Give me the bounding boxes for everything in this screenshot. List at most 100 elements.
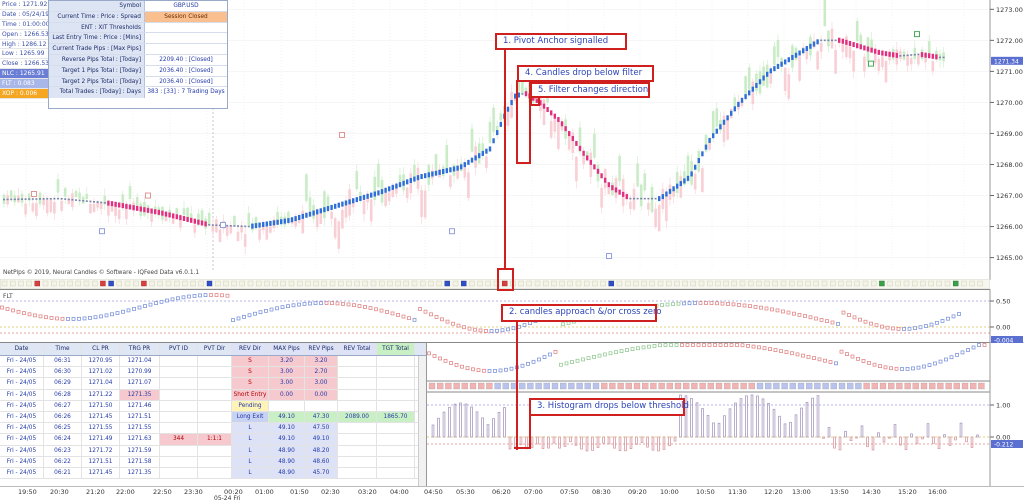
table-row[interactable]: Fri - 24/05 06:30 1271.02 1270.99 S 3.00 2.70 [0,367,426,379]
histogram-bars [431,394,979,452]
time-tick-label: 13:00 [792,488,811,496]
ohlc-readout-row: Date : 05/24/19 [0,9,50,20]
trade-table-header-cell[interactable]: PVT ID [160,343,198,355]
table-cell: 1271.35 [120,389,160,400]
trade-table-header-cell[interactable]: CL PR [82,343,120,355]
price-tick-label: 1273.00 [996,6,1023,14]
session-info-key: Reverse Pips Total : [Today] [49,54,145,65]
table-cell: Pending [232,400,269,411]
table-cell: Fri - 24/05 [0,389,44,400]
trade-log-table[interactable]: Date Time CL PR TRG PR PVT ID PVT Dir REV Dir M… [0,343,427,486]
session-info-key: Target 2 Pips Total : [Today] [49,76,145,87]
table-cell: 1271.72 [82,445,120,456]
trade-table-header: Date Time CL PR TRG PR PVT ID PVT Dir REV Dir M… [0,343,426,356]
trade-table-header-cell[interactable]: PVT Dir [198,343,232,355]
table-cell [338,423,377,434]
table-cell [198,456,232,467]
trade-table-header-cell[interactable]: MAX Pips [269,343,305,355]
pivot-marker [449,228,455,235]
ohlc-readout-row: Open : 1266.53 [0,29,49,40]
pivot-marker [220,222,226,228]
table-cell [377,367,415,378]
session-info-table: Symbol GBP.USD Current Time : Price : Spre… [48,0,228,109]
table-row[interactable]: Fri - 24/05 06:24 1271.49 1271.63 344 1:1:1 L 4… [0,434,426,446]
table-cell [377,423,415,434]
session-info-key: Current Trade Pips : [Max Pips] [49,44,145,54]
table-cell: 344 [160,434,198,445]
table-cell: S [232,356,269,367]
table-row[interactable]: Fri - 24/05 06:26 1271.45 1271.51 Long Exit 4… [0,411,426,424]
table-cell: 3.00 [305,378,338,389]
table-cell [198,411,232,423]
trade-table-header-cell[interactable]: TRG PR [120,343,160,355]
session-info-value: 2036.40 : [Closed] [159,67,213,74]
table-cell [160,467,198,479]
table-cell: Long Exit [232,411,269,423]
table-cell: 1271.63 [120,434,160,445]
trade-table-header-cell[interactable]: Time [44,343,82,355]
table-cell: Fri - 24/05 [0,367,44,378]
annotation-zero-connector [516,320,518,450]
table-cell: 06:27 [44,400,82,411]
table-cell: 06:24 [44,434,82,445]
session-info-row: Target 1 Pips Total : [Today] 2036.40 : [… [49,65,227,77]
table-row[interactable]: Fri - 24/05 06:27 1271.50 1271.46 Pending [0,400,426,412]
table-cell [305,400,338,411]
table-cell [338,400,377,411]
table-cell: 06:30 [44,367,82,378]
table-row[interactable]: Fri - 24/05 06:28 1271.22 1271.35 Short Entr… [0,389,426,401]
session-info-value: 383 : [33] : 7 Trading Days [147,89,225,96]
time-tick-label: 22:50 [153,488,172,496]
table-cell: 3.20 [269,356,305,367]
table-row[interactable]: Fri - 24/05 06:31 1270.95 1271.04 S 3.20 3.20 [0,356,426,368]
table-cell: 1271.51 [82,456,120,467]
table-cell: L [232,456,269,467]
trade-table-header-cell[interactable]: REV Pips [305,343,338,355]
annotation-histogram-connector [529,414,531,449]
flt-tick-label: 0.00 [996,324,1010,332]
flt-panel-label: FLT [3,293,13,300]
annotation-pivot-anchor: 1. Pivot Anchor signalled [495,33,627,50]
trade-table-header-cell[interactable]: Date [0,343,44,355]
ohlc-readout-row: Low : 1265.99 [0,49,48,60]
session-info-row: ENT : XIT Thresholds [49,22,227,34]
trade-table-scrollbar[interactable] [418,356,426,486]
table-cell: 3.00 [269,378,305,389]
session-info-row: Current Time : Price : Spread Session Clo… [49,11,227,23]
table-cell [198,423,232,434]
table-cell [160,367,198,378]
table-cell: 06:31 [44,356,82,367]
flt-oscillator-panel[interactable]: 0.50 0.00 -0.004 [0,289,1024,343]
trade-table-header-cell[interactable]: REV Total [338,343,377,355]
table-cell: 1271.51 [120,411,160,423]
table-row[interactable]: Fri - 24/05 06:21 1271.45 1271.35 L 48.90 45.7… [0,467,426,480]
ohlc-readout-row: Price : 1271.92 [0,0,48,10]
table-row[interactable]: Fri - 24/05 06:25 1271.55 1271.55 L 49.10 47.5… [0,423,426,435]
table-cell [198,389,232,400]
table-row[interactable]: Fri - 24/05 06:23 1271.72 1271.59 L 48.90 48.2… [0,445,426,457]
table-cell: L [232,423,269,434]
trade-table-header-cell[interactable]: TGT Total [377,343,415,355]
price-tick-label: 1272.00 [996,37,1023,45]
table-cell: 06:21 [44,467,82,479]
table-cell [377,467,415,479]
ohlc-readout-row: High : 1286.12 [0,39,48,50]
session-info-key: ENT : XIT Thresholds [49,22,145,33]
time-tick-label: 08:30 [592,488,611,496]
histogram-current-tag: -0.212 [994,442,1014,449]
table-cell: Fri - 24/05 [0,445,44,456]
table-cell [198,378,232,389]
pivot-marker [99,228,105,235]
table-cell: 1271.45 [82,467,120,479]
histogram-panel[interactable]: 1.00 0.00-0.212 [427,343,1024,487]
table-row[interactable]: Fri - 24/05 06:29 1271.04 1271.07 S 3.00 3.00 [0,378,426,390]
histogram-tick-label: 1.00 [996,402,1010,410]
table-cell: 49.10 [269,423,305,434]
filter-line [3,37,945,229]
trade-table-header-cell[interactable]: REV Dir [232,343,269,355]
ohlc-readout-row: Close : 1266.53 [0,59,49,70]
flt-mini-series [427,343,987,373]
table-row[interactable]: Fri - 24/05 06:22 1271.51 1271.58 L 48.90 48.6… [0,456,426,468]
trade-table-header-cell[interactable] [415,343,426,355]
price-tick-label: 1267.00 [996,192,1023,200]
